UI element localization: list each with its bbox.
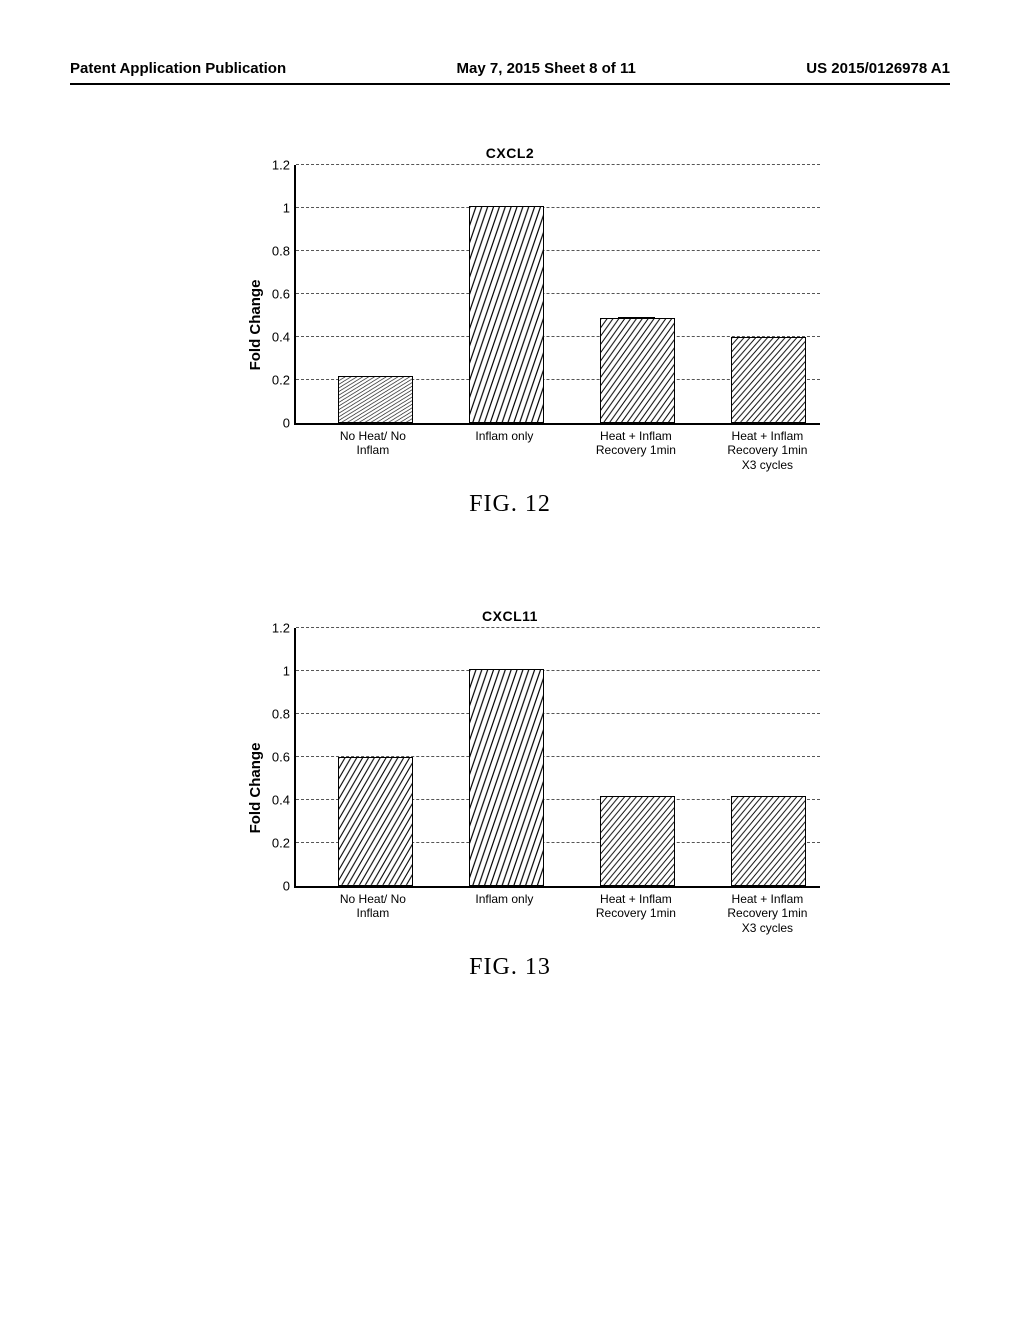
bar — [600, 318, 675, 423]
x-tick-label: Inflam only — [444, 429, 564, 443]
header-center: May 7, 2015 Sheet 8 of 11 — [457, 60, 636, 77]
y-tick-label: 0.4 — [272, 330, 296, 345]
header-right: US 2015/0126978 A1 — [806, 60, 950, 77]
y-axis-label: Fold Change — [247, 743, 264, 834]
y-tick-label: 1.2 — [272, 621, 296, 636]
bar — [600, 796, 675, 886]
bar — [731, 796, 806, 886]
y-tick-label: 1.2 — [272, 158, 296, 173]
chart-cxcl2: CXCL2 Fold Change 00.20.40.60.811.2 No H… — [200, 145, 820, 518]
bar — [469, 206, 544, 423]
y-tick-label: 0.8 — [272, 244, 296, 259]
gridline — [296, 207, 820, 208]
x-tick-label: Heat + InflamRecovery 1min — [576, 892, 696, 921]
bar — [338, 757, 413, 886]
y-tick-label: 1 — [283, 664, 296, 679]
y-tick-label: 0.2 — [272, 373, 296, 388]
bar — [731, 337, 806, 423]
header-left: Patent Application Publication — [70, 60, 286, 77]
y-tick-label: 0.8 — [272, 707, 296, 722]
gridline — [296, 713, 820, 714]
bar — [469, 669, 544, 886]
chart-area: Fold Change 00.20.40.60.811.2 No Heat/ N… — [260, 628, 820, 948]
gridline — [296, 164, 820, 165]
gridline — [296, 627, 820, 628]
y-tick-label: 0.4 — [272, 793, 296, 808]
gridline — [296, 250, 820, 251]
chart-area: Fold Change 00.20.40.60.811.2 No Heat/ N… — [260, 165, 820, 485]
page-header: Patent Application Publication May 7, 20… — [70, 60, 950, 77]
y-tick-label: 0.6 — [272, 287, 296, 302]
x-tick-label: Heat + InflamRecovery 1minX3 cycles — [707, 892, 827, 935]
gridline — [296, 293, 820, 294]
y-axis-label: Fold Change — [247, 280, 264, 371]
x-tick-label: Inflam only — [444, 892, 564, 906]
x-axis-labels: No Heat/ NoInflam Inflam only Heat + Infla… — [294, 425, 820, 485]
y-tick-label: 1 — [283, 201, 296, 216]
y-tick-label: 0.6 — [272, 750, 296, 765]
chart-cxcl11: CXCL11 Fold Change 00.20.40.60.811.2 No … — [200, 608, 820, 981]
error-cap — [618, 317, 655, 319]
y-tick-label: 0.2 — [272, 836, 296, 851]
x-tick-label: Heat + InflamRecovery 1minX3 cycles — [707, 429, 827, 472]
x-tick-label: Heat + InflamRecovery 1min — [576, 429, 696, 458]
gridline — [296, 670, 820, 671]
header-rule — [70, 83, 950, 85]
figure-caption: FIG. 13 — [200, 954, 820, 981]
plot-area: 00.20.40.60.811.2 — [294, 165, 820, 425]
bar — [338, 376, 413, 423]
plot-area: 00.20.40.60.811.2 — [294, 628, 820, 888]
x-tick-label: No Heat/ NoInflam — [313, 892, 433, 921]
figure-caption: FIG. 12 — [200, 491, 820, 518]
x-tick-label: No Heat/ NoInflam — [313, 429, 433, 458]
x-axis-labels: No Heat/ NoInflam Inflam only Heat + Infla… — [294, 888, 820, 948]
